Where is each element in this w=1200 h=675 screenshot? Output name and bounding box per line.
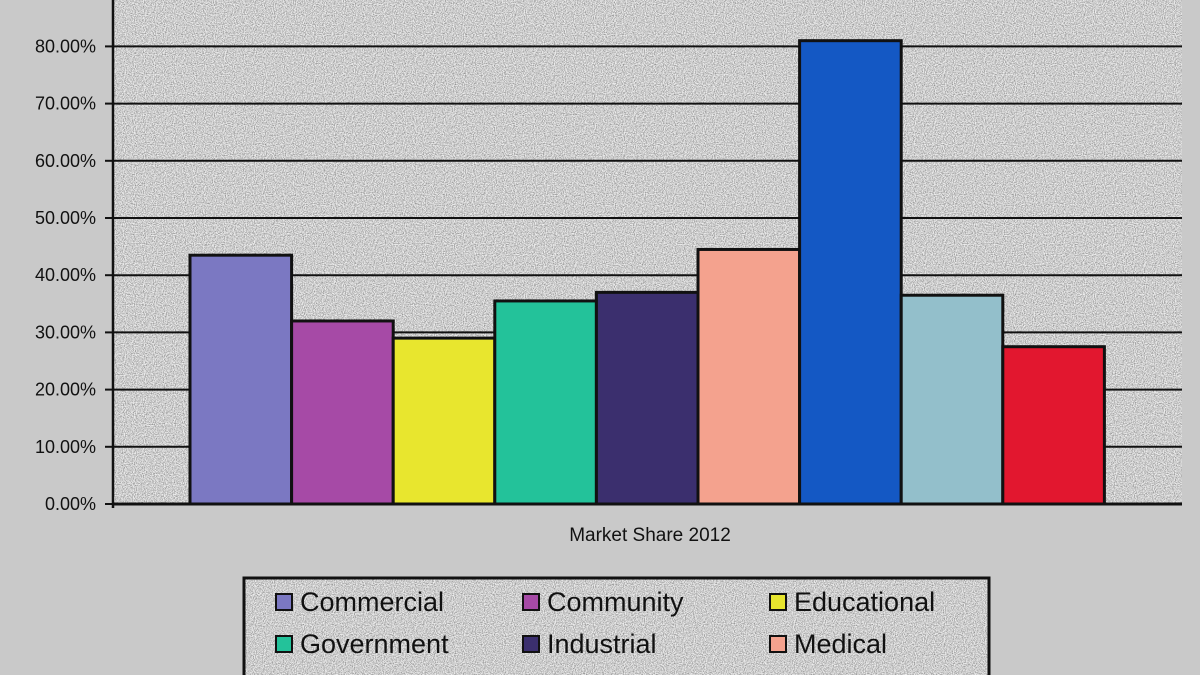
bar-commercial xyxy=(188,253,294,506)
bar-series-9 xyxy=(1001,345,1106,506)
y-tick-label: 30.00% xyxy=(35,322,96,342)
y-tick-label: 0.00% xyxy=(45,494,96,514)
legend-swatch xyxy=(769,593,787,611)
legend-swatch xyxy=(522,593,540,611)
y-axis: 0.00% 10.00% 20.00% 30.00% 40.00% 50.00% 60.00… xyxy=(35,0,115,514)
legend-label: Community xyxy=(547,587,684,617)
legend-swatch xyxy=(769,635,787,653)
legend-label: Medical xyxy=(794,629,887,659)
bar-educational xyxy=(391,336,497,506)
bars xyxy=(188,39,1106,506)
y-tick-label: 20.00% xyxy=(35,380,96,400)
bar-series-7 xyxy=(798,39,903,506)
legend-texture xyxy=(244,578,989,675)
bar-medical xyxy=(696,247,802,506)
legend: Commercial Community Educational Government… xyxy=(242,576,991,675)
bar-series-8 xyxy=(899,293,1005,506)
y-tick-label: 60.00% xyxy=(35,151,96,171)
legend-swatch xyxy=(275,635,293,653)
legend-label: Commercial xyxy=(300,587,444,617)
legend-label: Industrial xyxy=(547,629,657,659)
x-category-label: Market Share 2012 xyxy=(569,525,731,546)
y-tick-label: 50.00% xyxy=(35,208,96,228)
bar-government xyxy=(493,299,598,506)
x-axis: Market Share 2012 xyxy=(113,502,1182,546)
y-tick-label: 80.00% xyxy=(35,36,96,56)
legend-border xyxy=(242,576,991,675)
y-tick-label: 40.00% xyxy=(35,265,96,285)
y-tick-label: 10.00% xyxy=(35,437,96,457)
legend-label: Educational xyxy=(794,587,935,617)
y-tick-label: 70.00% xyxy=(35,94,96,114)
legend-label: Government xyxy=(300,629,449,659)
bar-community xyxy=(290,319,395,506)
legend-swatch xyxy=(275,593,293,611)
legend-swatch xyxy=(522,635,540,653)
bar-industrial xyxy=(594,290,700,506)
